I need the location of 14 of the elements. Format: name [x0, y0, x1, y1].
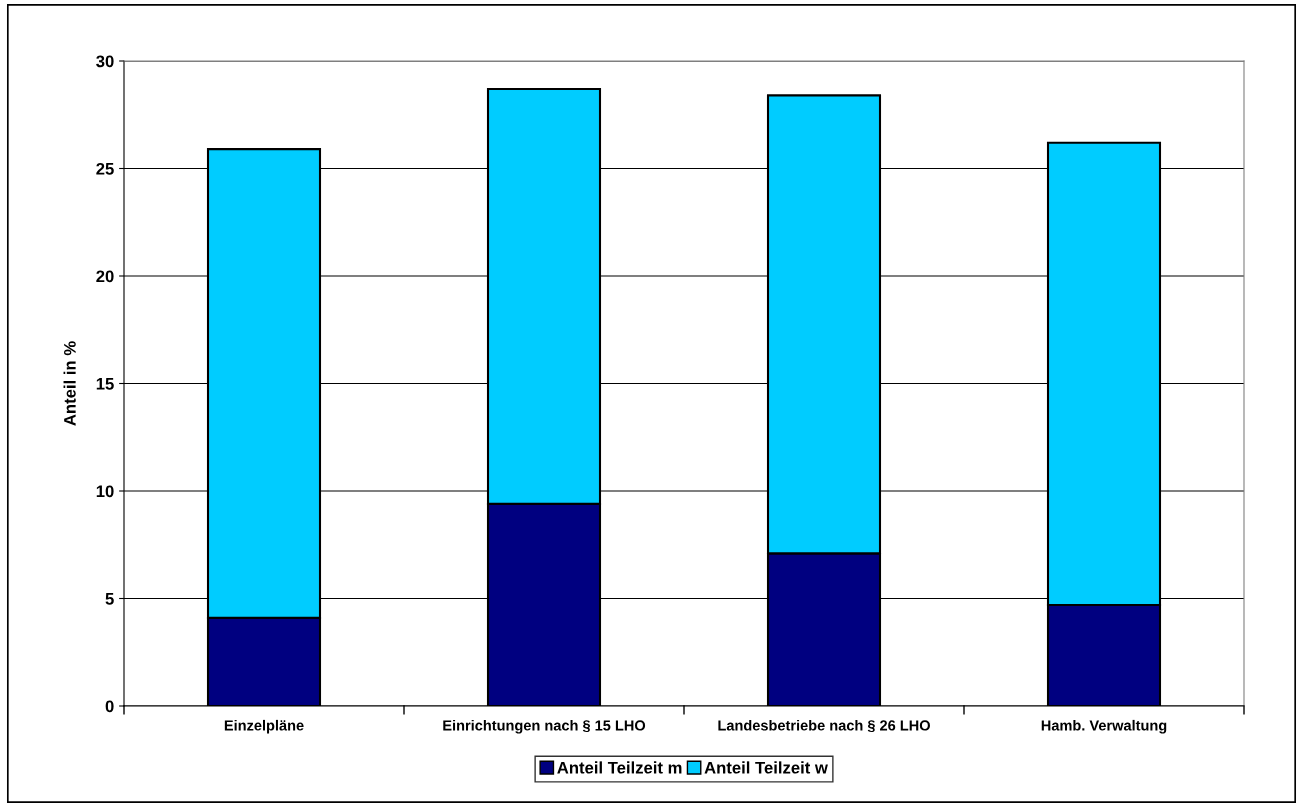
x-tick-label: Einzelpläne: [224, 719, 304, 734]
y-tick-label: 30: [96, 55, 114, 68]
x-tick-label: Einrichtungen nach § 15 LHO: [443, 719, 646, 734]
legend-label: Anteil Teilzeit m: [557, 761, 682, 774]
legend-label: Anteil Teilzeit w: [704, 761, 828, 774]
y-axis-title: Anteil in %: [63, 341, 76, 426]
y-tick-label: 5: [105, 593, 114, 605]
y-tick-label: 10: [96, 485, 114, 498]
y-tick-label: 20: [96, 270, 114, 283]
y-tick-label: 15: [96, 378, 114, 390]
x-tick-label: Landesbetriebe nach § 26 LHO: [718, 719, 930, 733]
y-tick-label: 0: [105, 700, 114, 713]
x-tick-label: Hamb. Verwaltung: [1041, 719, 1167, 734]
y-tick-label: 25: [96, 162, 114, 175]
